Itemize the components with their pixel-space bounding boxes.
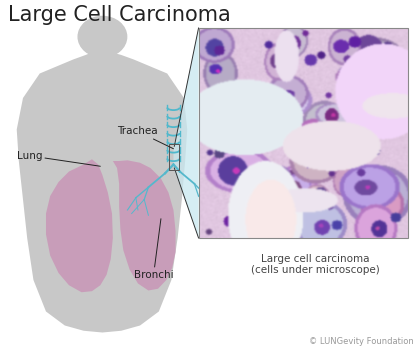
Polygon shape: [173, 28, 199, 238]
Polygon shape: [113, 160, 176, 290]
Text: Lung: Lung: [17, 151, 100, 166]
Text: Trachea: Trachea: [117, 126, 173, 149]
Bar: [199, 28, 408, 238]
Polygon shape: [17, 52, 187, 332]
Text: © LUNGevity Foundation: © LUNGevity Foundation: [309, 337, 414, 346]
Text: Large cell carcinoma
(cells under microscope): Large cell carcinoma (cells under micros…: [251, 254, 380, 275]
Circle shape: [78, 16, 127, 57]
Text: Large Cell Carcinoma: Large Cell Carcinoma: [8, 5, 231, 25]
Polygon shape: [46, 159, 113, 292]
Bar: [169, 144, 179, 170]
Text: Bronchi: Bronchi: [134, 219, 173, 280]
